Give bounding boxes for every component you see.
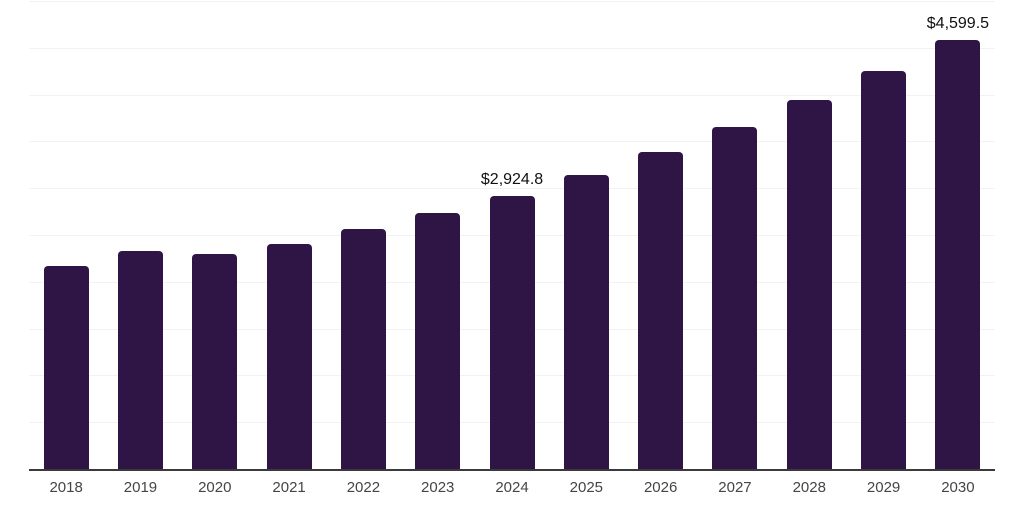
gridline [29,141,995,143]
x-tick-2018: 2018 [49,479,83,496]
x-tick-2024: 2024 [495,479,529,496]
bar-band-2028 [772,2,846,470]
bar-2023 [415,213,461,470]
x-tick-2028: 2028 [792,479,826,496]
bar-2022 [340,228,386,470]
bar-band-2022 [326,2,400,470]
data-label-2030: $4,599.5 [926,14,990,32]
bar-band-2019 [103,2,177,470]
bar-band-2027 [698,2,772,470]
bar-2029 [861,70,907,470]
x-tick-2022: 2022 [346,479,381,496]
bar-2026 [638,152,684,470]
gridline [29,94,995,96]
bar-band-2024: $2,924.8 [475,2,549,470]
bar-2020 [192,253,238,470]
gridline [29,188,995,190]
bar-band-2025 [549,2,623,470]
bar-2025 [563,175,609,470]
bar-band-2026 [624,2,698,470]
x-tick-2030: 2030 [941,479,975,496]
x-axis-line [29,469,995,471]
x-tick-2027: 2027 [718,479,752,496]
bar-band-2018 [29,2,103,470]
x-tick-2020: 2020 [198,479,232,496]
gridline [29,1,995,2]
bar-2028 [786,100,832,470]
x-tick-2026: 2026 [643,479,678,496]
bar-band-2029 [846,2,920,470]
bar-2030 [935,39,981,470]
bar-2021 [266,243,312,470]
bar-2024 [489,196,535,470]
x-tick-2025: 2025 [569,479,604,496]
x-axis-tick-labels: 2018 2019 2020 2021 2022 2023 2024 2025 2026 2027… [29,479,995,496]
bar-series: $2,924.8 $4,599.5 [29,2,995,470]
bar-band-2021 [252,2,326,470]
x-tick-2029: 2029 [866,479,901,496]
plot-area: $2,924.8 $4,599.5 [29,1,995,470]
x-tick-2021: 2021 [272,479,306,496]
data-label-2024: $2,924.8 [480,171,544,189]
bar-2019 [117,250,163,470]
x-tick-2023: 2023 [421,479,455,496]
bar-2018 [43,265,89,470]
bar-band-2023 [401,2,475,470]
bar-band-2030: $4,599.5 [921,2,995,470]
bar-2027 [712,126,758,470]
bar-band-2020 [178,2,252,470]
gridline [29,47,995,49]
x-tick-2019: 2019 [123,479,158,496]
